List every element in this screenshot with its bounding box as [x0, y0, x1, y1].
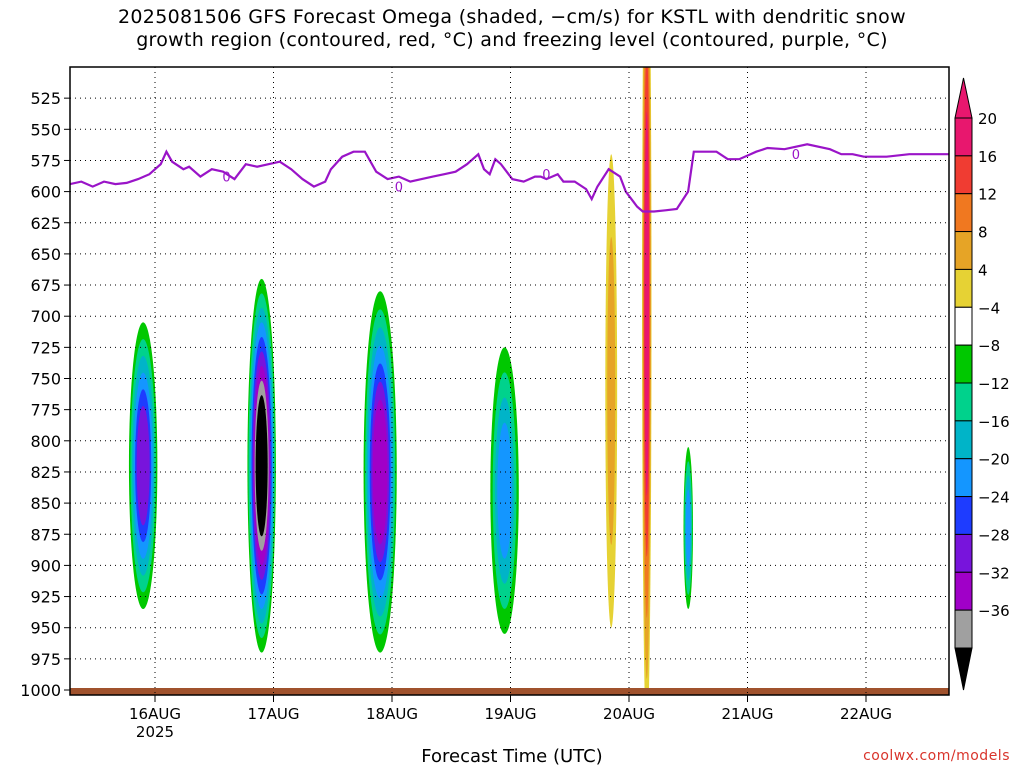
colorbar-label-6: −8	[978, 337, 1000, 355]
colorbar-label-13: −36	[978, 602, 1010, 620]
x-tick-label-7: 22AUG	[840, 705, 892, 723]
freezing-level-label-3: 0	[792, 148, 800, 163]
colorbar-label-7: −12	[978, 375, 1010, 393]
y-tick-label-525: 525	[30, 89, 61, 108]
y-tick-label-725: 725	[30, 338, 61, 357]
colorbar-label-12: −32	[978, 564, 1010, 582]
colorbar-box-3	[954, 231, 973, 270]
y-tick-label-625: 625	[30, 214, 61, 233]
y-tick-label-675: 675	[30, 276, 61, 295]
colorbar-label-1: 16	[978, 148, 997, 166]
x-tick-label-3: 18AUG	[366, 705, 418, 723]
freezing-level-line	[70, 143, 949, 213]
x-tick-label-4: 19AUG	[485, 705, 537, 723]
y-tick-label-925: 925	[30, 588, 61, 607]
omega-contour-4-4	[644, 111, 650, 496]
y-tick-label-600: 600	[30, 183, 61, 202]
y-tick-label-900: 900	[30, 556, 61, 575]
colorbar-over-triangle	[954, 77, 973, 119]
y-tick-label-750: 750	[30, 370, 61, 389]
colorbar-box-10	[954, 496, 973, 535]
colorbar-label-0: 20	[978, 110, 997, 128]
omega-contour-3-3	[497, 422, 512, 559]
y-tick-label-950: 950	[30, 619, 61, 638]
y-tick-label-825: 825	[30, 463, 61, 482]
colorbar-box-5	[954, 306, 973, 346]
x-tick-sublabel-1: 2025	[136, 723, 174, 741]
surface-band	[70, 688, 949, 695]
y-tick-label-875: 875	[30, 525, 61, 544]
colorbar-box-0	[954, 117, 973, 157]
colorbar-box-6	[954, 344, 973, 384]
x-tick-label-5: 20AUG	[603, 705, 655, 723]
freezing-level-label-2: 0	[542, 168, 550, 183]
colorbar-label-3: 8	[978, 224, 988, 242]
x-tick-label-6: 21AUG	[722, 705, 774, 723]
omega-contour-6-1	[607, 237, 616, 545]
x-axis-title: Forecast Time (UTC)	[421, 746, 603, 767]
x-tick-label-1: 16AUG	[129, 705, 181, 723]
colorbar-box-4	[954, 268, 973, 308]
colorbar-label-4: 4	[978, 261, 988, 279]
colorbar-box-13	[954, 609, 973, 649]
colorbar-label-9: −20	[978, 451, 1010, 469]
colorbar-box-1	[954, 155, 973, 195]
chart-title-line-2: growth region (contoured, red, °C) and f…	[136, 29, 888, 51]
colorbar-box-2	[954, 193, 973, 233]
y-tick-label-775: 775	[30, 401, 61, 420]
y-tick-label-700: 700	[30, 307, 61, 326]
colorbar-box-7	[954, 382, 973, 422]
plot-area: 0 0 0 0	[70, 67, 949, 695]
colorbar-label-2: 12	[978, 186, 997, 204]
colorbar-label-8: −16	[978, 413, 1010, 431]
y-tick-label-975: 975	[30, 650, 61, 669]
omega-contour-0-5	[136, 406, 150, 526]
y-tick-label-575: 575	[30, 151, 61, 170]
freezing-level-label-0: 0	[222, 171, 230, 186]
colorbar-label-11: −28	[978, 526, 1010, 544]
colorbar-label-5: −4	[978, 299, 1000, 317]
colorbar-box-11	[954, 533, 973, 573]
y-tick-label-1000: 1000	[20, 681, 61, 700]
colorbar-box-8	[954, 420, 973, 460]
colorbar-box-12	[954, 571, 973, 611]
colorbar-box-9	[954, 458, 973, 498]
y-tick-label-850: 850	[30, 494, 61, 513]
credit-link[interactable]: coolwx.com/models	[863, 748, 1010, 764]
y-tick-label-650: 650	[30, 245, 61, 264]
colorbar-under-triangle	[954, 647, 973, 691]
plot-frame	[69, 66, 950, 696]
x-tick-label-2: 17AUG	[248, 705, 300, 723]
omega-contour-5-3	[685, 489, 691, 567]
y-tick-label-550: 550	[30, 120, 61, 139]
y-tick-label-800: 800	[30, 432, 61, 451]
chart-title: 2025081506 GFS Forecast Omega (shaded, −…	[0, 6, 1024, 52]
chart-title-line-1: 2025081506 GFS Forecast Omega (shaded, −…	[118, 6, 906, 28]
freezing-level-label-1: 0	[395, 181, 403, 196]
colorbar-label-10: −24	[978, 489, 1010, 507]
omega-contour-1-8	[255, 395, 268, 537]
